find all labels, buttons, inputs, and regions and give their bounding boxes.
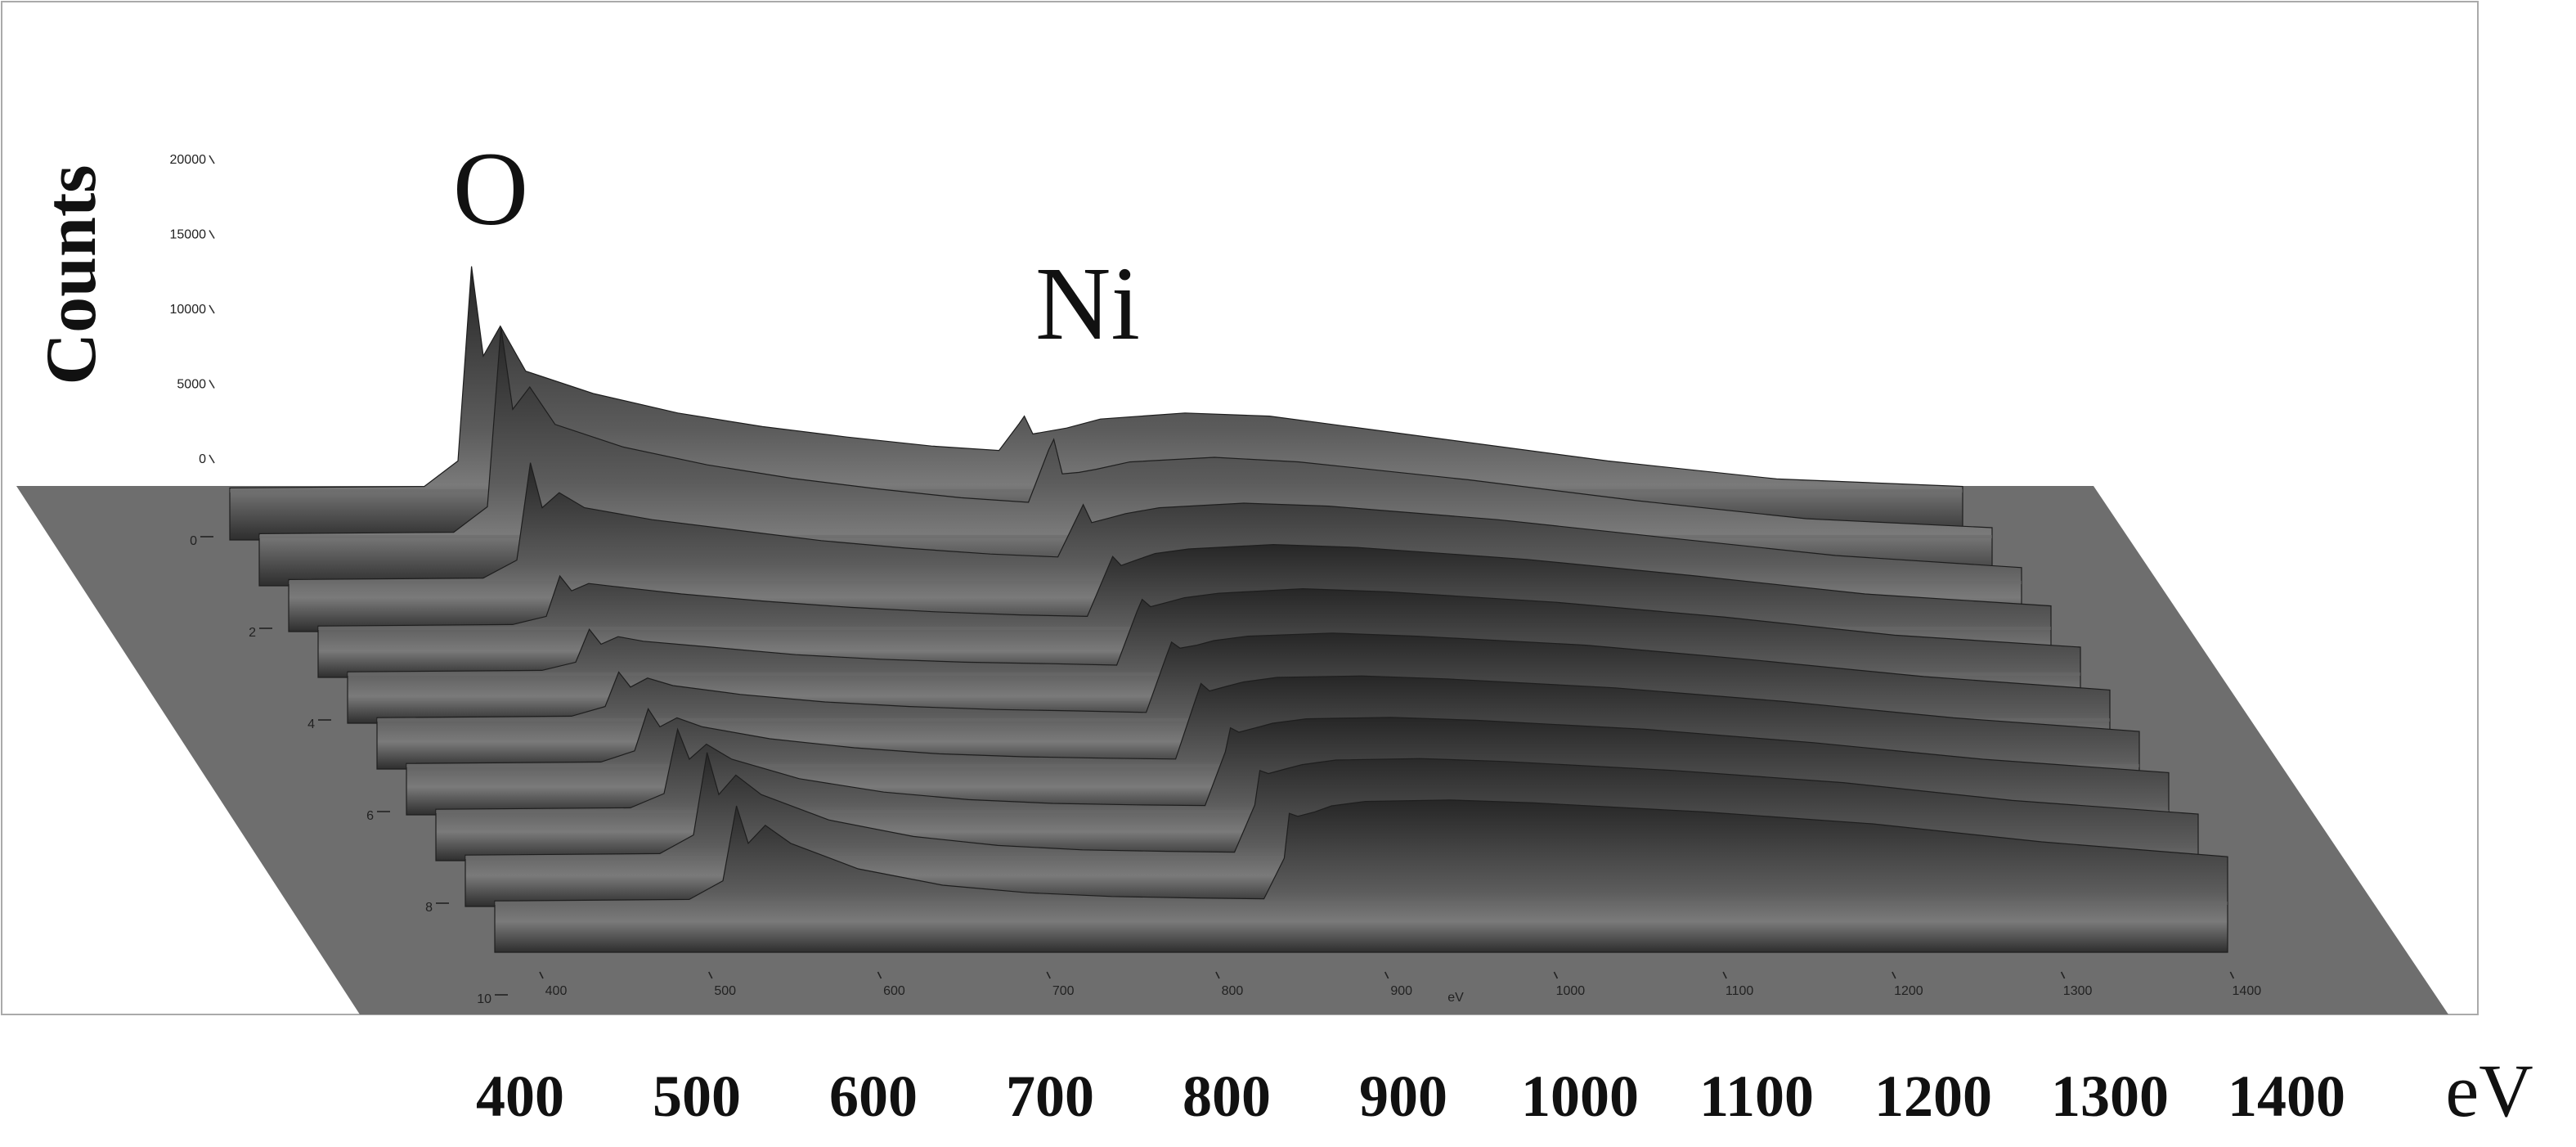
x-tick-label-small: 400	[545, 984, 568, 998]
x-tick	[2229, 971, 2235, 979]
depth-tick-label: 10	[477, 992, 491, 1006]
x-tick-label-small: 1300	[2063, 984, 2093, 998]
annotation: Ni	[1035, 245, 1140, 362]
annotation: O	[453, 131, 528, 247]
x-tick	[708, 971, 713, 979]
depth-tick-label: 2	[249, 626, 256, 640]
slice-top-tint	[495, 902, 2228, 905]
z-tick-label: 15000	[170, 228, 207, 242]
depth-tick-label: 4	[307, 717, 315, 731]
z-tick	[209, 230, 215, 239]
x-tick-label-small: 800	[1222, 984, 1244, 998]
x-tick-label: 500	[653, 1064, 741, 1129]
x-tick	[1046, 971, 1051, 979]
x-tick-label-small: 1100	[1726, 984, 1754, 998]
x-tick-label: 700	[1006, 1064, 1094, 1129]
z-tick-label: 0	[199, 452, 206, 466]
x-tick	[877, 971, 882, 979]
depth-tick-label: 6	[366, 809, 374, 823]
z-axis-label: Counts	[32, 165, 111, 385]
x-tick-label: 600	[829, 1064, 918, 1129]
x-tick-label-small: 1400	[2233, 984, 2262, 998]
spectrum-slice	[494, 799, 2228, 953]
x-tick-label: 400	[476, 1064, 564, 1129]
z-tick	[209, 380, 215, 389]
x-tick-label: 1000	[1521, 1064, 1639, 1129]
x-tick	[1722, 971, 1727, 979]
z-tick	[209, 155, 215, 164]
x-tick-label: 1200	[1874, 1064, 1992, 1129]
x-tick-label-small: 500	[714, 984, 736, 998]
x-tick-label-small: 600	[883, 984, 905, 998]
z-tick	[209, 454, 215, 464]
spectrum-slice	[258, 326, 1993, 587]
x-tick-label-small: 700	[1052, 984, 1075, 998]
x-tick-label: 1400	[2228, 1064, 2345, 1129]
z-tick-label: 10000	[170, 303, 207, 317]
x-tick	[1384, 971, 1389, 979]
z-tick-label: 20000	[170, 153, 207, 167]
z-tick	[209, 304, 215, 314]
x-tick-label: 1300	[2051, 1064, 2169, 1129]
x-axis-label-small: eV	[1447, 991, 1464, 1005]
x-tick-label: 900	[1359, 1064, 1447, 1129]
x-tick	[1553, 971, 1559, 979]
x-tick-label: 1100	[1699, 1064, 1814, 1129]
z-tick-label: 5000	[177, 378, 206, 392]
depth-tick-label: 8	[425, 901, 433, 915]
x-tick	[1215, 971, 1220, 979]
x-tick-label-small: 1000	[1556, 984, 1586, 998]
x-tick-label: 800	[1183, 1064, 1271, 1129]
x-tick	[1892, 971, 1896, 979]
depth-tick-label: 0	[190, 534, 197, 548]
x-tick	[539, 971, 544, 979]
x-tick-label-small: 900	[1390, 984, 1412, 998]
x-axis-label: eV	[2445, 1049, 2533, 1132]
x-tick	[2060, 971, 2066, 979]
x-tick-label-small: 1200	[1894, 984, 1923, 998]
